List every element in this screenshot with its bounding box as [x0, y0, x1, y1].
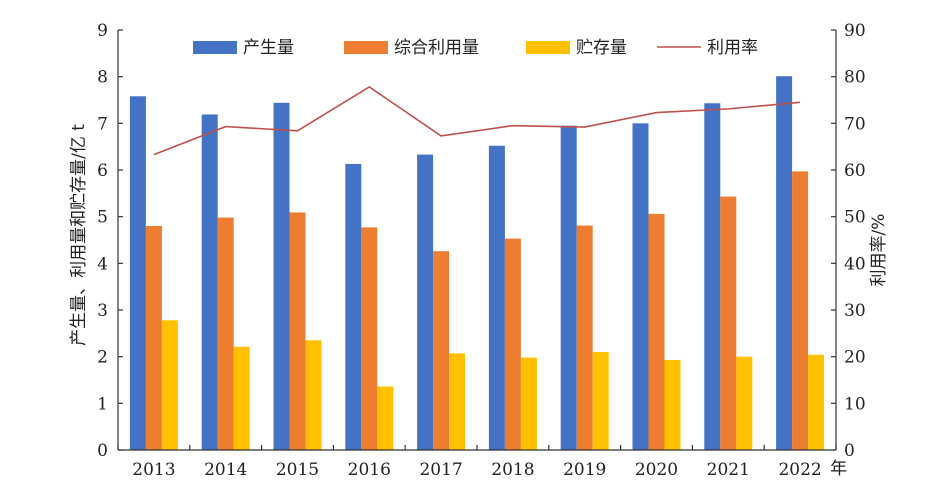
y-right-tick-label: 90 — [844, 21, 866, 41]
bar-2-2019 — [576, 225, 593, 450]
bar-2-2021 — [720, 196, 737, 450]
bar-3-2014 — [233, 346, 250, 450]
bar-3-2017 — [449, 353, 466, 450]
y-left-tick-label: 4 — [97, 254, 108, 274]
bar-2-2022 — [792, 171, 809, 450]
bar-3-2013 — [161, 320, 178, 450]
bar-2-2016 — [361, 227, 378, 450]
y-axis-left-title: 产生量、利用量和贮存量/亿 t — [69, 124, 89, 346]
legend-label-3: 贮存量 — [576, 38, 627, 58]
legend-label-4: 利用率 — [707, 38, 758, 58]
y-right-tick-label: 50 — [844, 208, 866, 228]
bar-3-2016 — [377, 386, 394, 450]
x-tick-label-2020: 2020 — [635, 460, 678, 480]
y-left-tick-label: 2 — [97, 348, 108, 368]
x-tick-label-2013: 2013 — [132, 460, 175, 480]
y-left-tick-label: 0 — [97, 441, 108, 461]
y-axis-right-title: 利用率/% — [869, 214, 889, 287]
x-tick-label-2015: 2015 — [276, 460, 319, 480]
x-tick-label-2014: 2014 — [204, 460, 247, 480]
y-left-tick-label: 8 — [97, 68, 108, 88]
bars-group — [129, 76, 825, 451]
legend: 产生量 综合利用量 贮存量 利用率 — [193, 38, 758, 58]
legend-label-2: 综合利用量 — [394, 38, 479, 58]
y-left-tick-label: 5 — [97, 208, 108, 228]
y-right-tick-label: 0 — [844, 441, 855, 461]
bar-1-2019 — [560, 125, 577, 451]
y-right-tick-label: 70 — [844, 114, 866, 134]
bar-3-2021 — [736, 356, 753, 450]
bar-1-2016 — [345, 163, 362, 450]
y-left-tick-label: 3 — [97, 301, 108, 321]
y-right-tick-label: 60 — [844, 161, 866, 181]
bar-3-2020 — [664, 359, 681, 450]
legend-label-1: 产生量 — [243, 38, 294, 58]
lines-group — [153, 85, 801, 156]
bar-3-2022 — [808, 354, 825, 450]
bar-1-2020 — [632, 123, 649, 450]
bar-2-2020 — [648, 213, 665, 450]
x-tick-label-2019: 2019 — [563, 460, 606, 480]
legend-swatch-3 — [526, 41, 570, 54]
legend-swatch-2 — [344, 41, 388, 54]
y-left-tick-label: 7 — [97, 114, 108, 134]
bar-1-2013 — [129, 96, 146, 451]
y-left-tick-label: 1 — [97, 394, 108, 414]
bar-2-2015 — [289, 212, 306, 450]
bar-1-2022 — [776, 76, 793, 450]
x-tick-label-2017: 2017 — [419, 460, 462, 480]
x-tick-label-2022: 2022 — [778, 460, 821, 480]
bar-1-2014 — [201, 114, 218, 450]
bar-3-2015 — [305, 340, 322, 450]
bar-1-2018 — [488, 145, 505, 450]
bar-1-2021 — [704, 103, 721, 451]
x-unit-label: 年 — [830, 459, 847, 479]
bar-3-2019 — [592, 352, 609, 450]
bar-1-2015 — [273, 102, 290, 451]
y-left-tick-label: 9 — [97, 21, 108, 41]
bar-3-2018 — [520, 357, 537, 450]
bar-2-2017 — [433, 251, 450, 450]
x-tick-label-2021: 2021 — [707, 460, 750, 480]
y-left-tick-label: 6 — [97, 161, 108, 181]
y-right-tick-label: 10 — [844, 394, 866, 414]
y-right-tick-label: 20 — [844, 348, 866, 368]
y-right-tick-label: 30 — [844, 301, 866, 321]
bar-2-2014 — [217, 217, 234, 450]
y-right-tick-label: 80 — [844, 68, 866, 88]
legend-swatch-1 — [193, 41, 237, 54]
x-tick-label-2016: 2016 — [348, 460, 391, 480]
bar-2-2018 — [504, 238, 521, 450]
y-right-tick-label: 40 — [844, 254, 866, 274]
bar-2-2013 — [145, 226, 162, 450]
x-tick-label-2018: 2018 — [491, 460, 534, 480]
bar-1-2017 — [417, 154, 434, 450]
line-series-1 — [153, 85, 801, 156]
